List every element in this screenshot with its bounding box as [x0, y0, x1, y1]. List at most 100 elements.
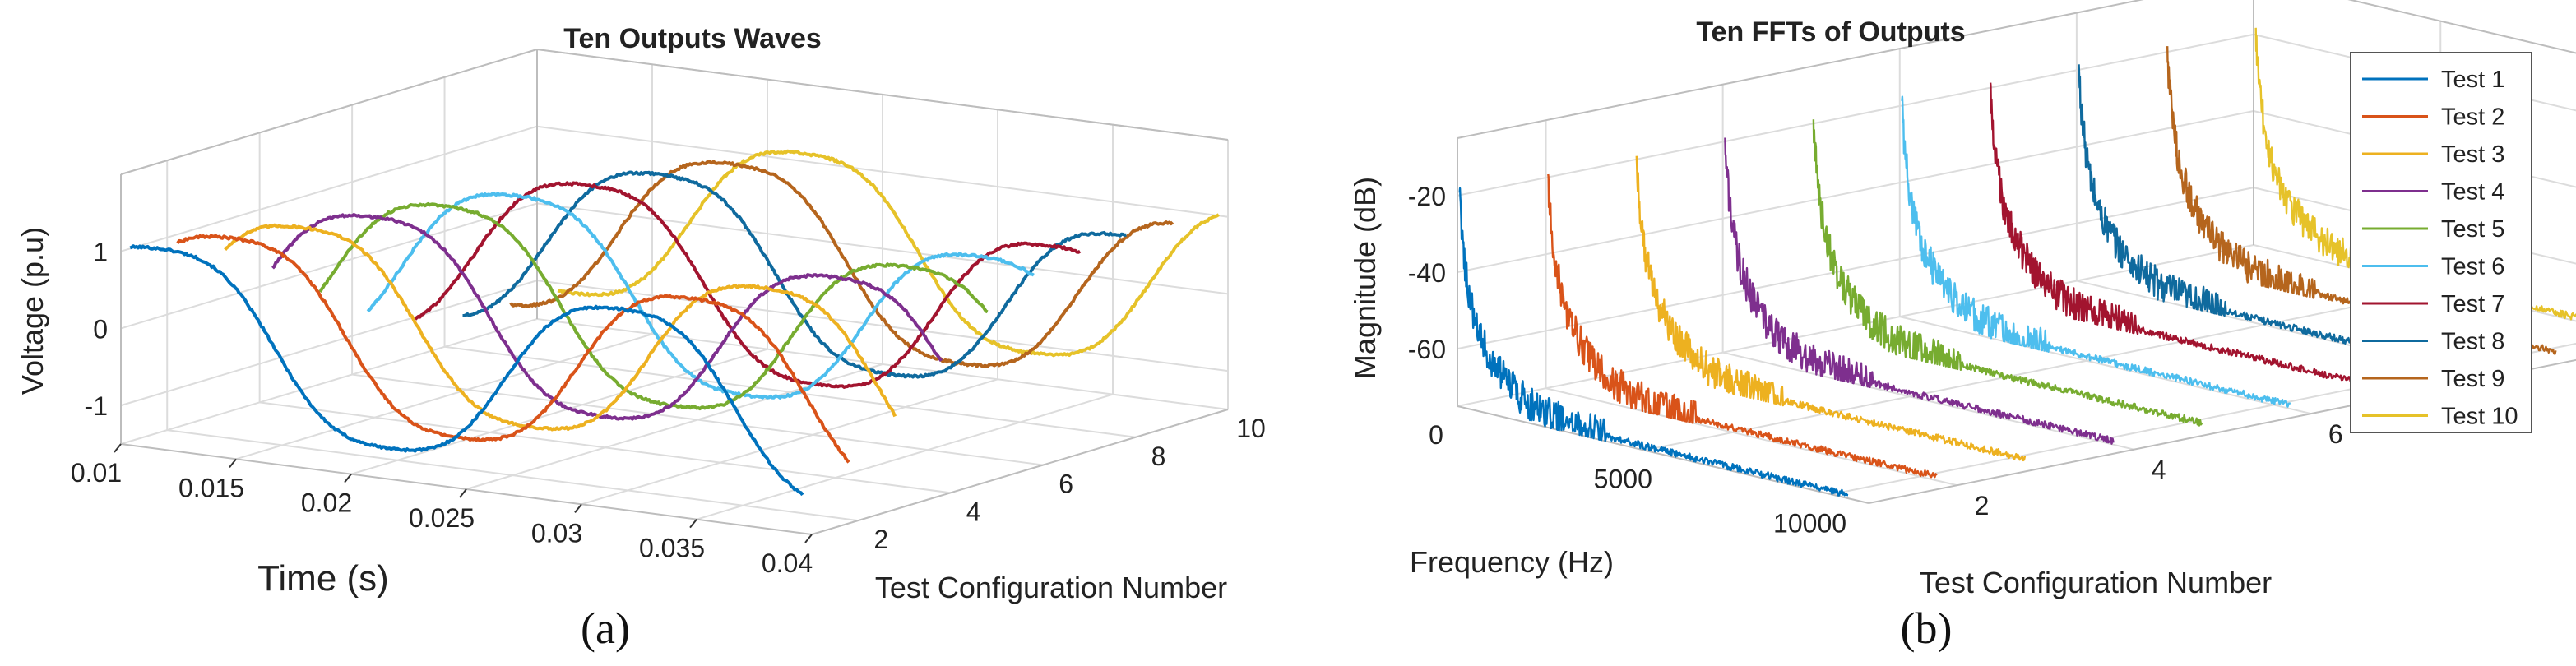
series-line-8 [462, 170, 1127, 379]
x-tick-label: 10000 [1773, 508, 1846, 538]
legend-items: Test 1 Test 2 Test 3 Test 4 Test 5 Test 6 Test… [2362, 67, 2518, 430]
back-gridline [536, 202, 1229, 295]
spectrum-line-2 [1547, 173, 1938, 479]
floor-gridline [1545, 387, 1957, 487]
panel-a-ticks: 0.01 0.015 0.02 0.025 0.03 0.035 0.04 2 4 6 8 10 -1 0… [71, 238, 1266, 578]
panel-a-series [129, 149, 1220, 497]
floor-gridline [235, 333, 653, 460]
series-line-3 [224, 223, 897, 432]
side-gridline [120, 125, 538, 252]
x-tick-mark [689, 519, 697, 529]
legend-label-9: Test 9 [2441, 366, 2504, 392]
x-tick-label: 0.035 [639, 534, 705, 563]
y-tick-label: 2 [1975, 491, 1990, 520]
axis-edge [811, 409, 1229, 535]
x-tick-mark [574, 503, 582, 513]
z-tick-label: -20 [1408, 182, 1446, 211]
floor-gridline [259, 401, 951, 494]
back-gridline [536, 125, 1229, 218]
legend-label-3: Test 3 [2441, 141, 2504, 168]
side-gridline [1457, 187, 2254, 350]
legend-label-7: Test 7 [2441, 291, 2504, 317]
x-tick-label: 0.025 [409, 503, 475, 533]
panel-a-caption: (a) [581, 604, 630, 653]
x-tick-label: 0.04 [762, 548, 813, 578]
legend-label-6: Test 6 [2441, 254, 2504, 280]
axis-edge [2347, 0, 2576, 54]
floor-gridline [1644, 288, 2441, 451]
legend-label-4: Test 4 [2441, 179, 2504, 206]
x-tick-mark [459, 488, 467, 498]
side-gridline [1457, 110, 2254, 273]
y-tick-label: 6 [1059, 469, 1073, 499]
spectrum-line-4 [1724, 137, 2115, 445]
panel-b-xlabel: Frequency (Hz) [1410, 545, 1614, 579]
x-tick-mark [114, 443, 122, 453]
x-tick-mark [344, 474, 352, 483]
floor-gridline [350, 348, 768, 475]
x-tick-label: 0.02 [301, 488, 352, 518]
y-tick-label: 8 [1151, 442, 1166, 471]
floor-gridline [444, 345, 1136, 438]
floor-gridline [351, 373, 1044, 466]
axis-edge [1457, 405, 1869, 504]
legend-label-2: Test 2 [2441, 104, 2504, 131]
series-line-1 [129, 244, 804, 497]
side-gridline [120, 202, 538, 330]
series-line-7 [414, 181, 1082, 389]
legend-label-5: Test 5 [2441, 216, 2504, 243]
panel-a-zlabel: Voltage (p.u) [16, 227, 49, 395]
x-tick-label: 0.015 [178, 473, 244, 502]
y-tick-label: 4 [2152, 456, 2166, 485]
panel-b-ffts: 0500010000246810-20-40-60 Ten FFTs of Ou… [1348, 0, 2576, 653]
panel-b-zlabel: Magnitude (dB) [1348, 177, 1382, 379]
panel-b-ylabel: Test Configuration Number [1920, 566, 2272, 599]
x-tick-label: 0.01 [71, 458, 122, 488]
back-gridline [536, 280, 1229, 372]
z-tick-label: -40 [1408, 258, 1446, 288]
series-line-10 [557, 149, 1220, 358]
floor-gridline [696, 393, 1114, 520]
spectrum-line-6 [1901, 95, 2291, 408]
panel-a-ylabel: Test Configuration Number [875, 571, 1227, 604]
floor-gridline [1457, 244, 2254, 407]
panel-a-title: Ten Outputs Waves [563, 23, 822, 54]
y-tick-label: 6 [2328, 419, 2343, 449]
panel-a-waves: 0.01 0.015 0.02 0.025 0.03 0.035 0.04 2 4 6 8 10 -1 0… [16, 23, 1266, 653]
x-tick-label: 5000 [1594, 465, 1652, 494]
z-tick-label: -1 [85, 391, 108, 421]
x-tick-label: 0.03 [531, 518, 582, 548]
spectrum-line-7 [1989, 82, 2380, 391]
floor-gridline [120, 318, 538, 445]
series-line-6 [366, 192, 1035, 400]
series-line-2 [176, 234, 850, 464]
panel-a-grid [120, 49, 1229, 535]
floor-gridline [167, 429, 859, 522]
spectrum-line-3 [1635, 155, 2027, 462]
legend-label-1: Test 1 [2441, 67, 2504, 93]
x-tick-label: 0 [1429, 420, 1443, 450]
panel-b-caption: (b) [1901, 604, 1953, 653]
spectrum-line-5 [1812, 119, 2203, 427]
series-line-4 [271, 213, 943, 421]
z-tick-label: 1 [93, 238, 108, 267]
y-tick-label: 2 [873, 525, 888, 554]
legend-label-8: Test 8 [2441, 329, 2504, 355]
panel-b-ticks: 0500010000246810-20-40-60 [1408, 182, 2520, 538]
axis-edge [536, 49, 1229, 141]
z-tick-label: -60 [1408, 335, 1446, 364]
legend: Test 1 Test 2 Test 3 Test 4 Test 5 Test 6 Test… [2350, 52, 2532, 433]
panel-a-xlabel: Time (s) [257, 558, 389, 599]
floor-gridline [1899, 316, 2312, 415]
axis-edge [120, 49, 538, 175]
panel-b-title: Ten FFTs of Outputs [1696, 16, 1965, 48]
x-tick-mark [804, 534, 813, 543]
series-line-5 [318, 201, 989, 411]
spectrum-line-1 [1458, 187, 1849, 497]
axis-edge [1457, 0, 2144, 139]
side-gridline [1457, 33, 2254, 197]
y-tick-label: 4 [966, 497, 981, 526]
x-tick-mark [229, 458, 237, 468]
legend-label-10: Test 10 [2441, 404, 2518, 430]
